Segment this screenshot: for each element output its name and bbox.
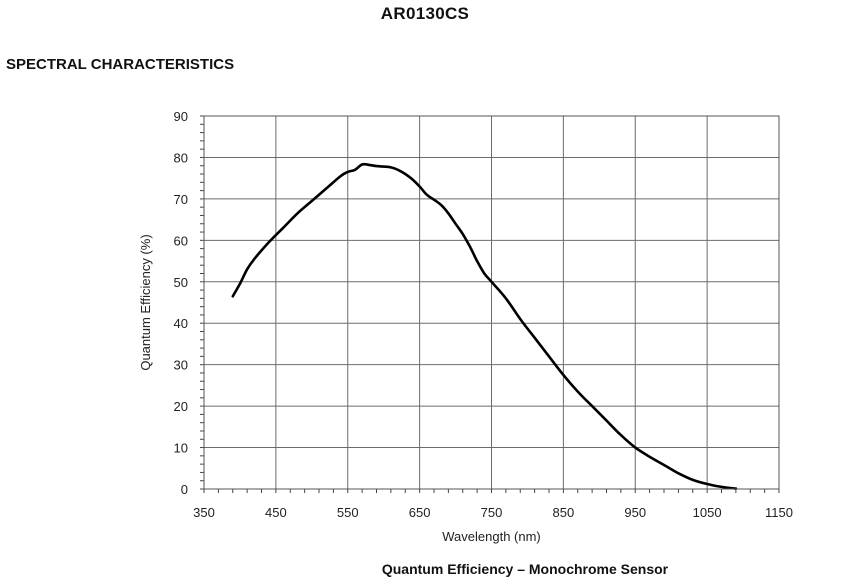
y-tick-label: 80 bbox=[174, 150, 188, 165]
y-tick-label: 90 bbox=[174, 109, 188, 124]
y-tick-label: 60 bbox=[174, 233, 188, 248]
x-tick-label: 1150 bbox=[765, 505, 793, 520]
tick-label-layer: 350 450 550 650 750 850 950 1050 1150 0 10 20 30 40 50… bbox=[174, 109, 793, 520]
x-tick-label: 550 bbox=[337, 505, 359, 520]
x-axis-label: Wavelength (nm) bbox=[442, 529, 541, 544]
qe-series-line bbox=[231, 162, 738, 490]
chart-caption: Quantum Efficiency – Monochrome Sensor bbox=[381, 561, 669, 577]
section-title: SPECTRAL CHARACTERISTICS bbox=[6, 56, 235, 73]
y-tick-label: 10 bbox=[174, 441, 188, 456]
qe-chart: 350 450 550 650 750 850 950 1050 1150 0 10 20 30 40 50… bbox=[138, 109, 793, 544]
x-tick-label: 750 bbox=[481, 505, 503, 520]
y-axis-label: Quantum Efficiency (%) bbox=[138, 234, 153, 370]
x-tick-label: 350 bbox=[193, 505, 215, 520]
x-tick-label: 950 bbox=[624, 505, 646, 520]
x-tick-label: 850 bbox=[553, 505, 575, 520]
y-tick-label: 50 bbox=[174, 275, 188, 290]
grid-layer bbox=[203, 115, 780, 490]
y-tick-label: 30 bbox=[174, 358, 188, 373]
y-tick-label: 0 bbox=[181, 482, 188, 497]
y-tick-label: 20 bbox=[174, 399, 188, 414]
x-tick-label: 650 bbox=[409, 505, 431, 520]
minor-ticks-layer bbox=[200, 115, 780, 493]
y-tick-label: 70 bbox=[174, 192, 188, 207]
y-tick-label: 40 bbox=[174, 316, 188, 331]
x-tick-label: 450 bbox=[265, 505, 287, 520]
x-tick-label: 1050 bbox=[693, 505, 722, 520]
series-layer bbox=[231, 162, 738, 490]
document-title: AR0130CS bbox=[380, 4, 470, 23]
plot-frame bbox=[203, 115, 780, 490]
